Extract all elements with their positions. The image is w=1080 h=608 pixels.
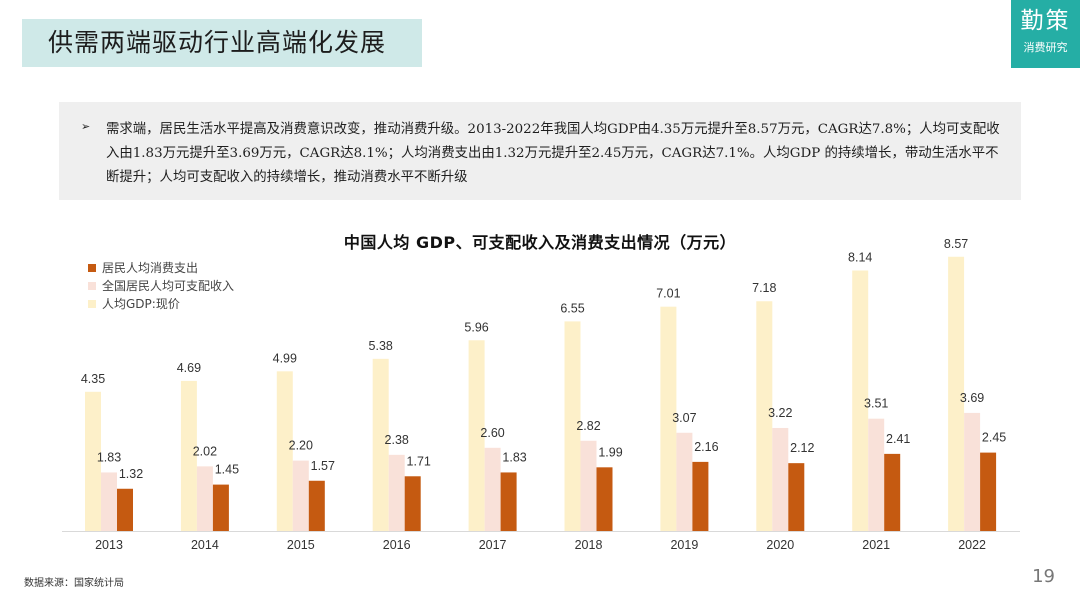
summary-text: 需求端，居民生活水平提高及消费意识改变，推动消费升级。2013-2022年我国人… <box>106 122 1000 185</box>
data-source: 数据来源：国家统计局 <box>24 578 124 589</box>
bar-gdp-2013 <box>85 391 101 531</box>
bar-consumption-2015 <box>308 480 325 531</box>
data-label-income-2022: 3.69 <box>960 391 984 405</box>
data-label-gdp-2014: 4.69 <box>177 361 201 375</box>
bar-income-2015 <box>292 460 309 531</box>
bar-gdp-2014 <box>180 380 197 531</box>
data-label-income-2018: 2.82 <box>576 419 600 433</box>
bar-consumption-2014 <box>212 484 229 531</box>
data-label-income-2014: 2.02 <box>193 444 217 458</box>
legend-item-gdp: 人均GDP:现价 <box>88 295 234 313</box>
data-label-consumption-2016: 1.71 <box>407 454 431 468</box>
bar-consumption-2021 <box>884 453 901 531</box>
legend-item-income: 全国居民人均可支配收入 <box>88 277 234 295</box>
title-banner: 供需两端驱动行业高端化发展 <box>22 19 422 67</box>
bar-consumption-2018 <box>596 467 613 531</box>
bar-income-2014 <box>196 466 213 531</box>
data-label-gdp-2018: 6.55 <box>560 301 584 315</box>
data-label-consumption-2014: 1.45 <box>215 463 239 477</box>
x-tick-label-2020: 2020 <box>766 538 794 552</box>
x-tick-label-2017: 2017 <box>479 538 507 552</box>
data-label-gdp-2022: 8.57 <box>944 237 968 251</box>
bar-consumption-2016 <box>404 476 421 531</box>
data-label-consumption-2022: 2.45 <box>982 431 1006 445</box>
x-tick-label-2019: 2019 <box>670 538 698 552</box>
x-tick-label-2013: 2013 <box>95 538 123 552</box>
bar-gdp-2018 <box>564 321 581 531</box>
bar-income-2019 <box>676 432 693 531</box>
x-tick-label-2021: 2021 <box>862 538 890 552</box>
bar-consumption-2022 <box>980 452 997 531</box>
bar-gdp-2022 <box>948 256 965 531</box>
data-label-consumption-2017: 1.83 <box>502 450 526 464</box>
page-title: 供需两端驱动行业高端化发展 <box>48 28 387 57</box>
data-label-gdp-2019: 7.01 <box>656 287 680 301</box>
bar-income-2018 <box>580 440 597 531</box>
x-tick-label-2022: 2022 <box>958 538 986 552</box>
data-label-income-2016: 2.38 <box>385 433 409 447</box>
data-label-gdp-2016: 5.38 <box>369 339 393 353</box>
data-label-consumption-2015: 1.57 <box>311 459 335 473</box>
data-label-gdp-2015: 4.99 <box>273 351 297 365</box>
x-tick-label-2015: 2015 <box>287 538 315 552</box>
data-label-consumption-2018: 1.99 <box>598 445 622 459</box>
data-label-gdp-2017: 5.96 <box>464 320 488 334</box>
chart-title: 中国人均 GDP、可支配收入及消费支出情况（万元） <box>343 233 737 252</box>
bar-gdp-2019 <box>660 306 677 531</box>
bar-income-2022 <box>964 412 981 531</box>
bar-gdp-2021 <box>852 270 869 531</box>
x-tick-label-2014: 2014 <box>191 538 219 552</box>
x-tick-label-2018: 2018 <box>575 538 603 552</box>
legend-item-consumption: 居民人均消费支出 <box>88 259 234 277</box>
data-label-gdp-2013: 4.35 <box>81 372 105 386</box>
data-label-gdp-2021: 8.14 <box>848 251 872 265</box>
x-tick-label-2016: 2016 <box>383 538 411 552</box>
page-number: 19 <box>1032 566 1055 587</box>
chart-legend: 居民人均消费支出 全国居民人均可支配收入 人均GDP:现价 <box>88 259 234 313</box>
bar-income-2021 <box>868 418 885 531</box>
summary-box: ➢ 需求端，居民生活水平提高及消费意识改变，推动消费升级。2013-2022年我… <box>59 102 1021 200</box>
legend-label-gdp: 人均GDP:现价 <box>102 297 180 311</box>
bar-gdp-2015 <box>276 371 293 531</box>
bar-income-2020 <box>772 427 789 531</box>
legend-swatch-income <box>88 282 96 290</box>
bar-gdp-2017 <box>468 340 485 531</box>
logo-main-text: 勤策 <box>1020 8 1071 34</box>
legend-label-consumption: 居民人均消费支出 <box>102 261 199 275</box>
data-label-income-2019: 3.07 <box>672 411 696 425</box>
data-label-income-2013: 1.83 <box>97 450 121 464</box>
legend-swatch-consumption <box>88 264 96 272</box>
bar-consumption-2019 <box>692 461 709 531</box>
data-label-consumption-2020: 2.12 <box>790 441 814 455</box>
data-label-income-2015: 2.20 <box>289 439 313 453</box>
bar-gdp-2016 <box>372 358 389 531</box>
bullet-arrow-icon: ➢ <box>81 120 91 133</box>
data-label-income-2021: 3.51 <box>864 397 888 411</box>
data-label-income-2017: 2.60 <box>480 426 504 440</box>
data-label-consumption-2021: 2.41 <box>886 432 910 446</box>
logo-sub-text: 消费研究 <box>1023 41 1068 54</box>
bar-consumption-2020 <box>788 463 805 531</box>
data-label-income-2020: 3.22 <box>768 406 792 420</box>
bar-income-2016 <box>388 454 405 531</box>
bar-income-2017 <box>484 447 501 531</box>
data-label-gdp-2020: 7.18 <box>752 281 776 295</box>
bar-income-2013 <box>101 472 117 531</box>
legend-swatch-gdp <box>88 300 96 308</box>
bar-gdp-2020 <box>756 301 773 531</box>
data-label-consumption-2013: 1.32 <box>119 467 143 481</box>
data-label-consumption-2019: 2.16 <box>694 440 718 454</box>
bar-consumption-2017 <box>500 472 517 531</box>
legend-label-income: 全国居民人均可支配收入 <box>102 279 235 293</box>
brand-logo: 勤策 消费研究 <box>1011 0 1080 68</box>
bar-consumption-2013 <box>117 488 133 531</box>
